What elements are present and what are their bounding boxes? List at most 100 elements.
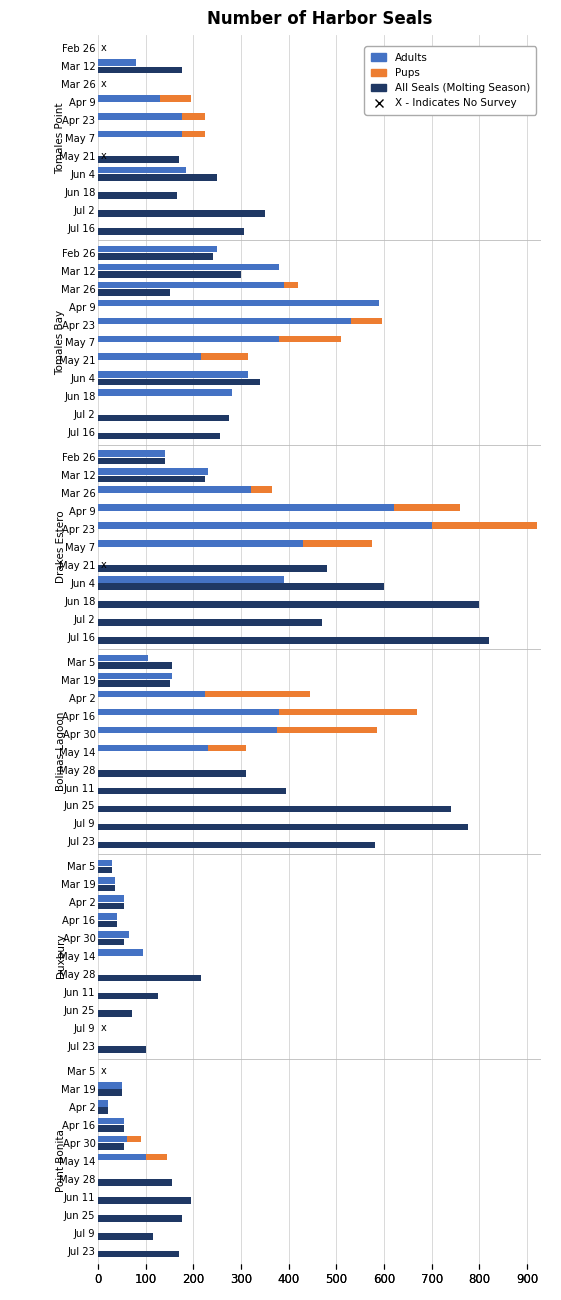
Bar: [277, 727, 377, 733]
Bar: [98, 1143, 125, 1149]
Bar: [98, 540, 303, 547]
Bar: [98, 174, 217, 181]
Title: Number of Harbor Seals: Number of Harbor Seals: [207, 10, 433, 29]
Bar: [98, 1118, 125, 1124]
Text: x: x: [100, 79, 106, 90]
Bar: [98, 272, 241, 278]
Bar: [279, 335, 341, 342]
Bar: [98, 902, 125, 909]
Bar: [98, 939, 125, 945]
Bar: [98, 60, 136, 66]
Legend: Adults, Pups, All Seals (Molting Season), X - Indicates No Survey: Adults, Pups, All Seals (Molting Season)…: [365, 47, 536, 114]
Bar: [98, 914, 117, 920]
Bar: [98, 1046, 146, 1053]
Bar: [98, 317, 351, 324]
Bar: [98, 1108, 108, 1114]
Bar: [98, 372, 249, 378]
Bar: [98, 378, 260, 385]
Bar: [98, 458, 165, 464]
Bar: [98, 131, 182, 138]
Bar: [98, 433, 220, 439]
Bar: [98, 468, 208, 474]
Bar: [98, 745, 208, 751]
Bar: [98, 931, 129, 937]
Text: x: x: [100, 151, 106, 161]
Bar: [98, 415, 229, 421]
Bar: [98, 211, 265, 217]
Text: x: x: [100, 1023, 106, 1034]
Bar: [98, 619, 322, 625]
Bar: [98, 390, 232, 396]
Bar: [98, 602, 480, 608]
Bar: [98, 335, 279, 342]
Bar: [98, 859, 112, 866]
Bar: [98, 824, 467, 831]
Bar: [351, 317, 381, 324]
Text: Tomales Bay: Tomales Bay: [56, 309, 66, 374]
Bar: [98, 282, 284, 289]
Bar: [98, 584, 384, 590]
Bar: [98, 1232, 153, 1239]
Bar: [98, 896, 125, 902]
Bar: [98, 770, 246, 776]
Bar: [98, 1136, 127, 1143]
Bar: [98, 1082, 122, 1088]
Bar: [98, 992, 158, 1000]
Bar: [98, 113, 182, 120]
Bar: [98, 523, 432, 529]
Bar: [98, 254, 213, 260]
Bar: [98, 655, 148, 662]
Bar: [98, 842, 375, 849]
Bar: [98, 867, 112, 874]
Bar: [98, 289, 169, 295]
Text: x: x: [100, 1066, 106, 1076]
Bar: [98, 192, 177, 199]
Bar: [98, 920, 117, 927]
Bar: [98, 246, 217, 252]
Bar: [98, 1100, 108, 1106]
Bar: [98, 227, 243, 234]
Bar: [98, 166, 186, 173]
Bar: [98, 156, 179, 162]
Bar: [98, 637, 489, 644]
Bar: [279, 708, 417, 715]
Bar: [251, 486, 272, 493]
Bar: [98, 1251, 179, 1257]
Bar: [98, 878, 115, 884]
Bar: [98, 727, 277, 733]
Bar: [98, 95, 160, 101]
Bar: [98, 806, 451, 812]
Bar: [98, 66, 182, 73]
Bar: [182, 113, 205, 120]
Bar: [98, 1154, 146, 1161]
Text: Point Bonita: Point Bonita: [56, 1130, 66, 1192]
Bar: [98, 690, 205, 697]
Text: Tomales Point: Tomales Point: [56, 103, 66, 174]
Bar: [284, 282, 298, 289]
Bar: [98, 1216, 182, 1222]
Bar: [98, 264, 279, 270]
Bar: [98, 354, 201, 360]
Bar: [201, 354, 249, 360]
Bar: [98, 299, 379, 307]
Bar: [205, 690, 310, 697]
Bar: [98, 680, 169, 686]
Bar: [98, 1179, 172, 1186]
Bar: [98, 486, 251, 493]
Bar: [182, 131, 205, 138]
Bar: [303, 540, 372, 547]
Bar: [98, 1197, 191, 1204]
Bar: [98, 949, 144, 956]
Bar: [432, 523, 537, 529]
Text: Bolinas Lagoon: Bolinas Lagoon: [56, 712, 66, 792]
Bar: [98, 975, 201, 982]
Bar: [98, 1089, 122, 1096]
Bar: [160, 95, 191, 101]
Bar: [98, 1126, 125, 1132]
Text: Duxbury: Duxbury: [56, 933, 66, 979]
Bar: [146, 1154, 167, 1161]
Bar: [98, 662, 172, 668]
Bar: [98, 885, 115, 892]
Bar: [98, 566, 327, 572]
Bar: [98, 450, 165, 456]
